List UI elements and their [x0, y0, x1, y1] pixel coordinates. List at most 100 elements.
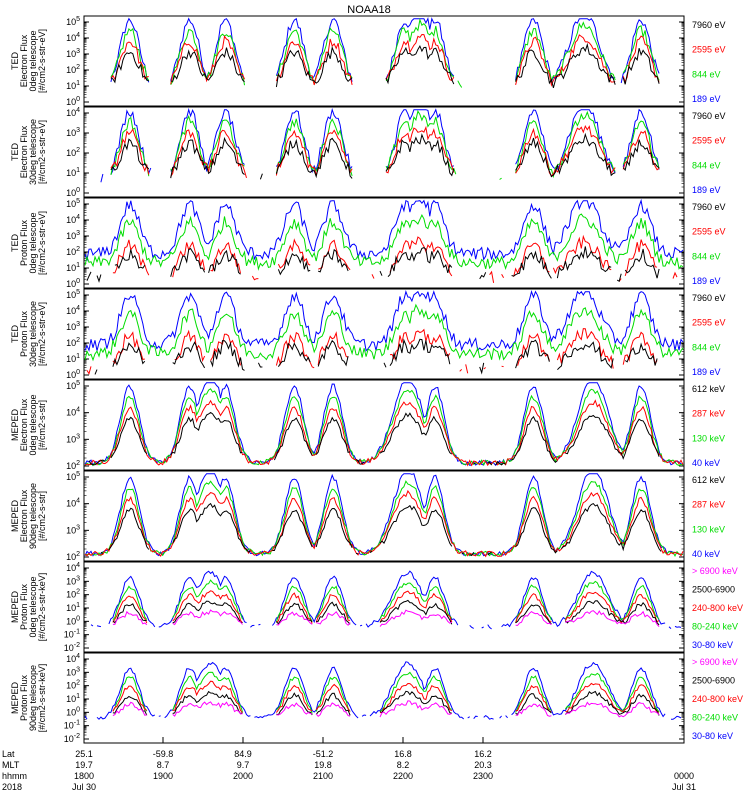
y-axis-label: TEDElectron Flux30deg telescope[#/cm2-s-… [10, 119, 47, 185]
series-trace [111, 126, 665, 181]
x-row-label: Lat [2, 749, 15, 759]
panel-1: 100 101 102 103 104 105 TEDElectron Flux0deg t… [10, 15, 726, 107]
y-tick-label: 100 [66, 187, 80, 198]
y-tick-label: 104 [66, 32, 80, 43]
x-tick-label: 25.1 [75, 749, 93, 759]
y-axis-label: TEDProton Flux0deg telescope[#/cm2-s-str… [10, 211, 47, 275]
panel-frame [83, 470, 685, 562]
x-tick-label: 2100 [313, 771, 333, 781]
legend-entry: 80-240 keV [692, 622, 738, 632]
panel-3: 100 101 102 103 104 105 TEDProton Flux0deg tel… [10, 197, 726, 289]
panel-frame [83, 288, 685, 380]
legend-entry: 189 eV [692, 367, 721, 377]
y-tick-label: 100 [66, 96, 80, 107]
y-tick-label: 105 [66, 380, 80, 391]
y-tick-label: 101 [66, 693, 80, 704]
y-tick-label: 102 [66, 551, 80, 562]
y-tick-label: 104 [66, 407, 80, 418]
x-tick-label: 84.9 [234, 749, 252, 759]
chart-title: NOAA18 [347, 4, 390, 16]
y-tick-label: 10-1 [64, 629, 80, 640]
series-trace [112, 680, 660, 714]
legend-entry: 844 eV [692, 160, 721, 170]
panel-2: 100 101 102 103 104 TEDElectron Flux30deg tel… [10, 106, 726, 198]
legend-entry: 40 keV [692, 549, 720, 559]
x-tick-label: 0000 [674, 771, 694, 781]
series-trace [84, 388, 684, 467]
x-tick-label: 20.3 [474, 760, 492, 770]
y-tick-label: 101 [66, 353, 80, 364]
series-trace [112, 590, 660, 624]
x-tick-label: 9.7 [237, 760, 250, 770]
x-tick-label: 2200 [393, 771, 413, 781]
y-tick-label: 10-1 [64, 720, 80, 731]
series-trace [110, 17, 660, 84]
y-tick-label: 100 [66, 615, 80, 626]
y-axis-label: MEPEDProton Flux0deg telescope[#/cm2-s-s… [10, 573, 47, 642]
legend-entry: 189 eV [692, 276, 721, 286]
legend-entry: 240-800 keV [692, 694, 743, 704]
series-trace [112, 671, 660, 714]
x-tick-label: 8.2 [397, 760, 410, 770]
y-tick-label: 103 [66, 127, 80, 138]
series-trace [112, 700, 660, 718]
legend-entry: 612 keV [692, 475, 725, 485]
y-tick-label: 10-2 [64, 733, 80, 744]
x-tick-label: 1800 [74, 771, 94, 781]
legend-entry: 7960 eV [692, 111, 726, 121]
x-tick-label: -59.8 [153, 749, 174, 759]
legend-entry: 2595 eV [692, 318, 726, 328]
panel-4: 100 101 102 103 104 105 TEDProton Flux30deg te… [10, 288, 726, 380]
x-tick-label: -51.2 [313, 749, 334, 759]
panel-frame [83, 15, 685, 107]
y-tick-label: 101 [66, 602, 80, 613]
x-tick-label: Jul 31 [672, 782, 696, 792]
series-trace [110, 17, 660, 88]
series-trace [110, 132, 660, 180]
series-trace [84, 480, 684, 558]
y-tick-label: 103 [66, 321, 80, 332]
y-tick-label: 104 [66, 653, 80, 664]
y-axis-label: MEPEDElectron Flux0deg telescope[#/cm2-s… [10, 394, 47, 455]
legend-entry: 130 keV [692, 524, 725, 534]
series-trace [101, 110, 663, 183]
x-row-label: hhmm [2, 771, 27, 781]
y-tick-label: 100 [66, 369, 80, 380]
y-tick-label: 103 [66, 524, 80, 535]
y-tick-label: 102 [66, 64, 80, 75]
y-tick-label: 101 [66, 80, 80, 91]
x-tick-label: 16.8 [394, 749, 412, 759]
y-tick-label: 103 [66, 48, 80, 59]
legend-entry: 287 keV [692, 500, 725, 510]
series-trace [95, 339, 673, 374]
panel-frame [83, 379, 685, 471]
x-tick-label: 2300 [473, 771, 493, 781]
legend-entry: 844 eV [692, 251, 721, 261]
legend-entry: 7960 eV [692, 293, 726, 303]
y-tick-label: 101 [66, 262, 80, 273]
series-trace [84, 399, 684, 467]
legend-entry: 2595 eV [692, 136, 726, 146]
series-trace [84, 473, 684, 557]
y-tick-label: 104 [66, 498, 80, 509]
series-trace [90, 570, 682, 630]
legend-entry: 80-240 keV [692, 713, 738, 723]
y-tick-label: 102 [66, 680, 80, 691]
x-tick-label: 1900 [153, 771, 173, 781]
x-tick-label: Jul 30 [72, 782, 96, 792]
y-tick-label: 104 [66, 562, 80, 573]
series-trace [112, 690, 660, 716]
x-row-label: MLT [2, 760, 20, 770]
x-row-label: 2018 [2, 782, 22, 792]
panel-frame [83, 561, 685, 653]
legend-entry: 844 eV [692, 69, 721, 79]
y-tick-label: 105 [66, 471, 80, 482]
y-tick-label: 103 [66, 230, 80, 241]
y-tick-label: 104 [66, 214, 80, 225]
series-trace [84, 489, 684, 558]
series-trace [112, 599, 660, 626]
x-tick-label: 19.7 [75, 760, 93, 770]
x-tick-label: 8.7 [157, 760, 170, 770]
